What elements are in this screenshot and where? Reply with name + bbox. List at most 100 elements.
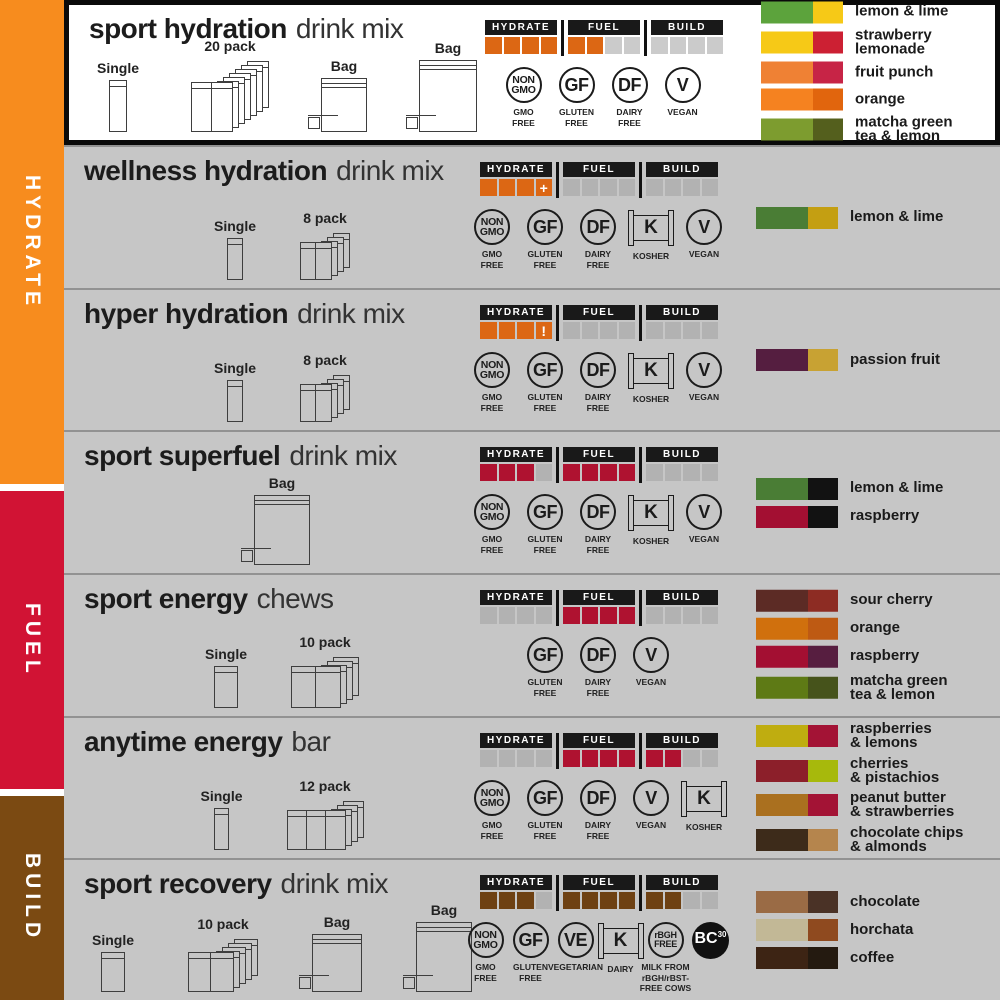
badge-non: NON GMO GMO FREE — [470, 494, 514, 555]
meter-segment — [683, 322, 700, 339]
flavor-item: sour cherry — [756, 589, 948, 612]
product-row-3: sport superfuel drink mix Bag HYDRATE FUEL BU… — [64, 430, 1000, 573]
product-title-sub: bar — [291, 726, 331, 757]
meter-divider — [556, 447, 559, 483]
certification-badges: NON GMO GMO FREE GF GLUTEN FREE DF DAIRY FREE V… — [464, 780, 732, 841]
package-option: 10 pack — [291, 634, 359, 708]
badge-non: NON GMO GMO FREE — [470, 209, 514, 270]
kosher-scroll-icon: K — [628, 352, 674, 390]
meter-header-fuel: FUEL — [563, 447, 635, 462]
badge-gf: GF GLUTEN FREE — [523, 780, 567, 841]
meter-group-hydrate: HYDRATE — [480, 590, 552, 624]
meter-segments-build — [651, 37, 723, 54]
package-seal-line — [213, 672, 238, 673]
flavor-item: horchata — [756, 919, 920, 941]
badge-v-icon: V — [686, 352, 722, 388]
package-art-bag — [298, 934, 362, 992]
kosher-k-box: K — [686, 786, 722, 812]
meter-segment — [480, 750, 497, 767]
package-label: 20 pack — [204, 38, 256, 54]
badge-text: DF — [586, 217, 611, 237]
badge-text: GF — [533, 502, 558, 522]
badge-text-line: NON — [512, 73, 535, 86]
kosher-k-box: K — [633, 215, 669, 241]
meter-segment — [522, 37, 539, 54]
flavor-swatch-primary — [756, 676, 808, 699]
packet-front — [211, 82, 233, 132]
flavor-swatch-secondary — [808, 676, 838, 699]
flavor-swatch — [761, 118, 843, 141]
meter-segment — [581, 322, 598, 339]
badge-caption: VEGETARIAN — [547, 962, 604, 972]
flavor-name: horchata — [850, 920, 914, 938]
certification-badges: NON GMO GMO FREE GF GLUTEN FREE DF DAIRY FREE K… — [464, 209, 732, 270]
meter-header-fuel: FUEL — [568, 20, 640, 35]
meter-segment — [701, 179, 718, 196]
meter-segments-build — [646, 607, 718, 624]
package-options: Single 20 pack Bag Bag — [83, 38, 491, 132]
meter-segment — [480, 322, 497, 339]
meter-segment — [498, 892, 515, 909]
meter-segment — [581, 607, 598, 624]
meter-segments-fuel — [563, 322, 635, 339]
kosher-k-box: K — [633, 358, 669, 384]
badge-caption: GMO FREE — [512, 107, 535, 128]
meter-group-fuel: FUEL — [563, 875, 635, 909]
badge-text: K — [644, 360, 658, 381]
meter-divider — [639, 305, 642, 341]
package-seal-line — [101, 958, 125, 959]
bag-seal-band — [311, 939, 362, 944]
package-seal-line — [324, 816, 346, 817]
packet-front — [210, 952, 234, 992]
product-row-4: sport energy chews Single 10 pack HYDRATE FUE… — [64, 573, 1000, 716]
meter-segment — [563, 322, 580, 339]
badge-v: V VEGAN — [682, 209, 726, 260]
flavor-item: raspberry — [756, 645, 948, 668]
badge-caption: GMO FREE — [480, 249, 504, 270]
package-art-bag — [402, 922, 472, 992]
badge-rbgh: rBGH FREE MILK FROM rBGH/rBST- FREE COWS — [640, 922, 691, 994]
product-row-5: anytime energy bar Single 12 pack HYDRATE FUE… — [64, 716, 1000, 858]
badge-non-icon: NON GMO — [505, 67, 542, 103]
meter-segment — [581, 464, 598, 481]
badge-kosher: K KOSHER — [681, 780, 727, 833]
sidebar-label-build: BUILD — [21, 853, 44, 943]
badge-text: V — [698, 360, 710, 380]
badge-df-icon: DF — [580, 780, 616, 816]
product-title: hyper hydration drink mix — [84, 298, 405, 330]
packet-front — [324, 810, 346, 850]
flavor-item: strawberry lemonade — [761, 27, 953, 57]
flavor-swatch — [756, 505, 838, 528]
badge-kosher: K DAIRY — [597, 922, 644, 975]
meter-header-build: BUILD — [646, 590, 718, 605]
bag-seal-band — [418, 65, 477, 70]
package-seal-line — [300, 390, 317, 391]
badge-v-icon: V — [633, 780, 669, 816]
meter-segment — [563, 607, 580, 624]
flavor-name: peanut butter & strawberries — [850, 789, 955, 821]
product-row-1: wellness hydration drink mix Single 8 pack H… — [64, 145, 1000, 288]
badge-ve-icon: VE — [557, 922, 594, 958]
flavor-name: raspberries & lemons — [850, 720, 932, 752]
package-option: Bag — [402, 902, 472, 992]
flavor-name: fruit punch — [855, 63, 934, 81]
meter-header-hydrate: HYDRATE — [485, 20, 557, 35]
meter-segment — [664, 750, 681, 767]
flavor-swatch — [756, 947, 838, 969]
flavor-item: orange — [761, 88, 953, 111]
badge-gf-icon: GF — [527, 637, 563, 673]
meter-segment — [498, 607, 515, 624]
flavor-swatch-primary — [756, 477, 808, 500]
meter-header-hydrate: HYDRATE — [480, 305, 552, 320]
bag-seal-band — [254, 500, 310, 505]
package-label: Bag — [330, 58, 358, 74]
badge-text: DF — [586, 788, 611, 808]
badge-text: K — [644, 502, 658, 523]
flavor-list: chocolate horchata coffee — [756, 891, 920, 969]
meter-segment — [563, 179, 580, 196]
sidebar-label-hydrate: HYDRATE — [21, 174, 44, 310]
badge-caption: DAIRY FREE — [584, 249, 612, 270]
flavor-swatch-secondary — [808, 794, 838, 817]
package-seal-line — [211, 88, 233, 89]
meter-group-build: BUILD — [646, 590, 718, 624]
